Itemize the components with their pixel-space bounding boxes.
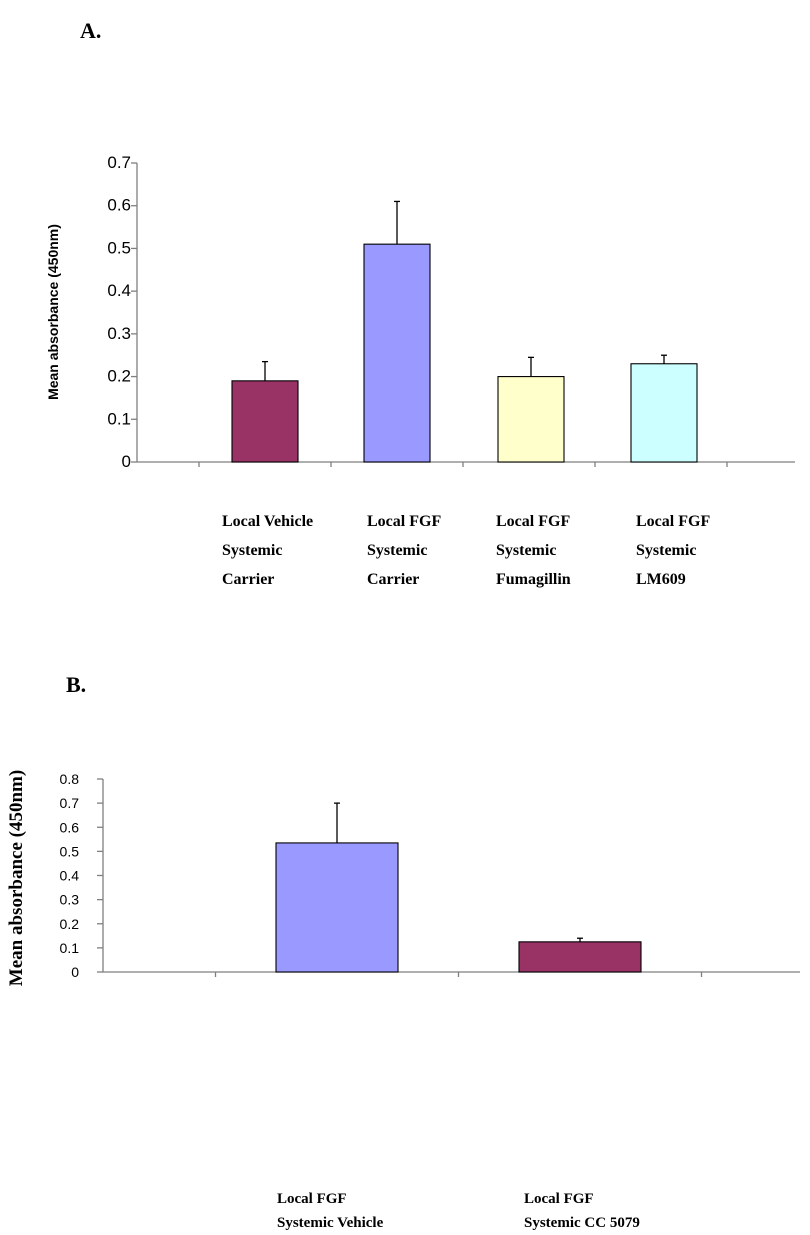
panel-b-label: B. — [66, 672, 87, 697]
chart-b-y-tick-label: 0 — [71, 964, 79, 980]
chart-b-y-tick-label: 0.8 — [60, 771, 80, 787]
chart-a-y-tick-label: 0.1 — [107, 409, 131, 428]
chart-a-y-tick-label: 0 — [122, 452, 131, 471]
chart-b-y-tick-label: 0.2 — [60, 916, 80, 932]
chart-b-bar — [518, 941, 642, 973]
chart-a-category-label: Local Vehicle — [222, 513, 313, 530]
chart-a-y-tick-label: 0.6 — [107, 196, 131, 215]
chart-a-category-label: Carrier — [222, 571, 274, 588]
chart-b-category-label: Systemic CC 5079 — [524, 1215, 640, 1231]
chart-b-y-tick-label: 0.1 — [60, 940, 80, 956]
chart-a-bar — [630, 363, 698, 463]
chart-b-category-label: Systemic Vehicle — [277, 1215, 384, 1231]
chart-a: 0 0.1 0.2 0.3 0.4 0.5 0.6 0.7 Mean absorbance (4… — [45, 153, 795, 588]
chart-b-y-tick-label: 0.3 — [60, 892, 80, 908]
chart-a-category-label: Local FGF — [636, 513, 710, 530]
chart-b-bar — [275, 842, 399, 973]
chart-a-y-tick-label: 0.2 — [107, 367, 131, 386]
chart-a-bar — [497, 376, 565, 463]
chart-b-y-axis-label: Mean absorbance (450nm) — [6, 770, 27, 986]
chart-a-category-label: LM609 — [636, 571, 686, 588]
chart-a-bar — [231, 380, 299, 463]
chart-a-category-label: Systemic — [367, 542, 427, 559]
chart-b: 0 0.1 0.2 0.3 0.4 0.5 0.6 0.7 0.8 Mean absorbance… — [6, 770, 800, 1231]
chart-a-y-tick-label: 0.4 — [107, 281, 131, 300]
chart-b-y-tick-label: 0.4 — [60, 868, 80, 884]
chart-a-category-label: Systemic — [222, 542, 282, 559]
chart-a-category-label: Local FGF — [496, 513, 570, 530]
chart-a-category-label: Systemic — [636, 542, 696, 559]
chart-a-y-tick-label: 0.3 — [107, 324, 131, 343]
chart-a-category-label: Local FGF — [367, 513, 441, 530]
chart-a-y-tick-label: 0.7 — [107, 153, 131, 172]
chart-a-category-label: Systemic — [496, 542, 556, 559]
chart-b-category-label: Local FGF — [277, 1191, 347, 1207]
chart-b-y-tick-label: 0.6 — [60, 819, 80, 835]
chart-a-category-label: Carrier — [367, 571, 419, 588]
chart-b-y-tick-label: 0.7 — [60, 795, 80, 811]
chart-a-category-label: Fumagillin — [496, 571, 571, 588]
chart-a-y-axis-label: Mean absorbance (450nm) — [45, 224, 61, 400]
chart-a-y-tick-label: 0.5 — [107, 238, 131, 257]
chart-a-bar — [363, 243, 431, 463]
chart-b-category-label: Local FGF — [524, 1191, 594, 1207]
panel-a-label: A. — [80, 18, 102, 43]
chart-b-y-tick-label: 0.5 — [60, 843, 80, 859]
